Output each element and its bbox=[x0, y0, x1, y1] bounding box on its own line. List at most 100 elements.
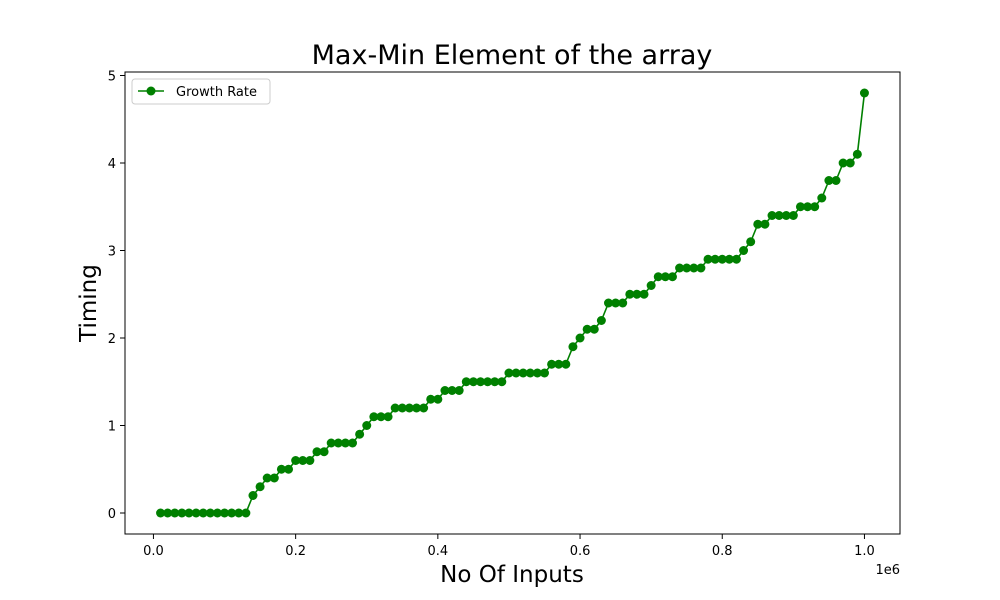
data-point bbox=[248, 491, 258, 500]
data-point bbox=[220, 508, 230, 518]
data-point bbox=[468, 377, 478, 387]
x-axis-label: No Of Inputs bbox=[440, 562, 584, 588]
data-point bbox=[547, 359, 557, 369]
data-point bbox=[653, 272, 663, 282]
y-tick-label: 2 bbox=[108, 332, 116, 347]
data-point bbox=[483, 377, 493, 387]
legend-entry-growth-rate: Growth Rate bbox=[176, 85, 257, 100]
data-point bbox=[781, 211, 791, 220]
data-point bbox=[212, 508, 222, 518]
data-point bbox=[667, 272, 677, 282]
data-point bbox=[255, 482, 265, 492]
data-point bbox=[355, 429, 365, 439]
plot-frame bbox=[124, 71, 901, 535]
data-point bbox=[504, 368, 514, 378]
data-point bbox=[724, 254, 734, 264]
data-point bbox=[433, 394, 443, 404]
data-point bbox=[163, 508, 173, 518]
data-point bbox=[412, 403, 422, 413]
x-axis-offset-label: 1e6 bbox=[875, 563, 900, 578]
legend-marker-swatch bbox=[146, 86, 156, 96]
y-tick-label: 0 bbox=[108, 507, 116, 522]
y-axis: 0 1 2 3 4 5 bbox=[108, 70, 125, 522]
data-point bbox=[333, 438, 343, 448]
data-point bbox=[241, 508, 251, 518]
data-point bbox=[284, 464, 294, 474]
x-tick-label: 0.6 bbox=[570, 544, 591, 559]
data-point bbox=[618, 298, 628, 308]
data-point bbox=[703, 254, 713, 264]
y-tick-label: 4 bbox=[108, 157, 116, 172]
data-point bbox=[539, 368, 549, 378]
data-point bbox=[326, 438, 336, 448]
data-point bbox=[518, 368, 528, 378]
data-point bbox=[262, 473, 272, 483]
data-point bbox=[170, 508, 180, 518]
data-point bbox=[461, 377, 471, 387]
data-point bbox=[760, 219, 770, 229]
x-axis: 0.0 0.2 0.4 0.6 0.8 1.0 bbox=[143, 534, 875, 559]
data-point bbox=[191, 508, 201, 518]
data-point bbox=[795, 202, 805, 212]
data-point bbox=[774, 211, 784, 220]
legend: Growth Rate bbox=[131, 78, 271, 105]
data-point bbox=[625, 289, 635, 299]
data-point bbox=[376, 412, 386, 422]
data-point bbox=[696, 263, 706, 273]
data-point bbox=[269, 473, 279, 483]
data-point bbox=[646, 281, 656, 290]
data-point bbox=[575, 333, 585, 343]
data-point bbox=[312, 447, 322, 457]
data-point bbox=[859, 88, 869, 98]
data-point bbox=[447, 386, 457, 395]
data-point bbox=[497, 377, 507, 387]
y-tick-label: 1 bbox=[108, 420, 116, 435]
data-point bbox=[852, 149, 862, 159]
data-point bbox=[227, 508, 237, 518]
data-point bbox=[788, 211, 798, 220]
data-point bbox=[739, 246, 749, 255]
data-point bbox=[831, 176, 841, 185]
data-point bbox=[177, 508, 187, 518]
x-tick-label: 0.4 bbox=[428, 544, 449, 559]
data-point bbox=[511, 368, 521, 378]
data-point bbox=[383, 412, 393, 422]
data-point bbox=[824, 176, 834, 185]
data-point bbox=[397, 403, 407, 413]
data-point bbox=[561, 359, 571, 369]
data-point bbox=[319, 447, 329, 457]
series-layer bbox=[156, 88, 869, 518]
data-point bbox=[440, 386, 450, 395]
data-point bbox=[298, 456, 308, 465]
y-tick-label: 5 bbox=[108, 70, 116, 85]
data-point bbox=[675, 263, 685, 273]
data-point bbox=[554, 359, 564, 369]
x-tick-label: 0.0 bbox=[143, 544, 164, 559]
data-point bbox=[611, 298, 621, 308]
series-line bbox=[160, 92, 866, 514]
data-point bbox=[234, 508, 244, 518]
data-point bbox=[845, 158, 855, 168]
y-tick-label: 3 bbox=[108, 245, 116, 260]
y-axis-label: Timing bbox=[76, 264, 102, 343]
data-point bbox=[156, 508, 166, 518]
data-point bbox=[753, 219, 763, 229]
data-point bbox=[838, 158, 848, 168]
data-point bbox=[348, 438, 358, 448]
data-point bbox=[803, 202, 813, 212]
data-point bbox=[390, 403, 400, 413]
data-point bbox=[454, 386, 464, 395]
legend-frame bbox=[131, 78, 271, 105]
data-point bbox=[291, 456, 301, 465]
x-tick-label: 0.2 bbox=[285, 544, 306, 559]
data-point bbox=[426, 394, 436, 404]
data-point bbox=[596, 316, 606, 325]
data-point bbox=[205, 508, 215, 518]
data-point bbox=[660, 272, 670, 282]
data-point bbox=[603, 298, 613, 308]
data-point bbox=[582, 324, 592, 334]
data-point bbox=[369, 412, 379, 422]
data-point bbox=[639, 289, 649, 299]
data-point bbox=[568, 342, 578, 352]
data-point bbox=[810, 202, 820, 212]
